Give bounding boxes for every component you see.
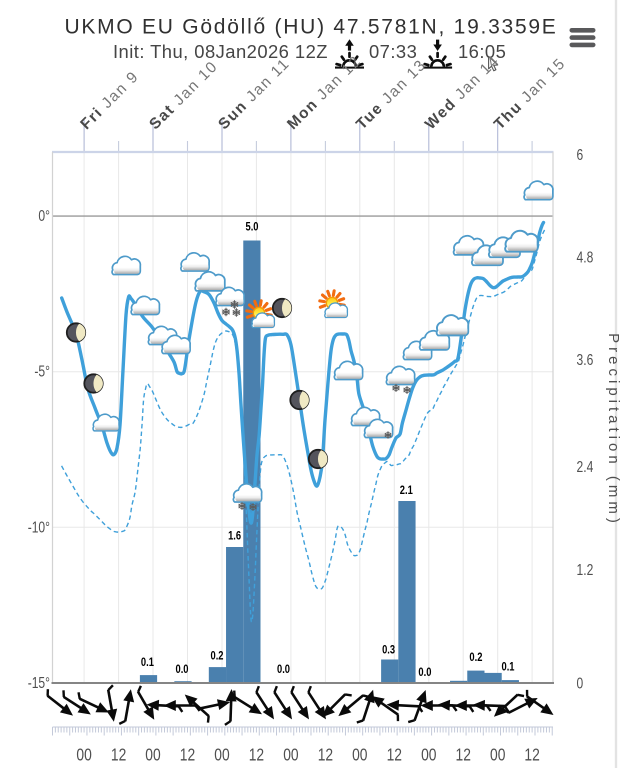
svg-text:5.0: 5.0 (246, 219, 259, 233)
svg-text:00: 00 (421, 745, 436, 765)
svg-text:-5°: -5° (34, 364, 50, 381)
svg-text:12: 12 (111, 745, 126, 765)
svg-text:16:05: 16:05 (458, 41, 506, 62)
svg-text:0.1: 0.1 (141, 655, 154, 669)
svg-text:0.2: 0.2 (469, 650, 482, 664)
svg-text:00: 00 (283, 745, 298, 765)
svg-text:00: 00 (352, 745, 367, 765)
svg-text:6: 6 (577, 147, 584, 164)
svg-text:0: 0 (577, 676, 584, 693)
svg-text:0.1: 0.1 (502, 659, 515, 673)
svg-text:12: 12 (456, 745, 471, 765)
svg-text:0.0: 0.0 (277, 662, 290, 676)
svg-text:1.6: 1.6 (228, 528, 241, 542)
svg-text:00: 00 (214, 745, 229, 765)
svg-text:4.8: 4.8 (577, 249, 594, 266)
svg-text:0.0: 0.0 (176, 662, 189, 676)
svg-text:00: 00 (145, 745, 160, 765)
svg-text:12: 12 (387, 745, 402, 765)
svg-text:Precipitation (mm): Precipitation (mm) (605, 333, 620, 527)
svg-text:00: 00 (490, 745, 505, 765)
svg-text:-10°: -10° (28, 519, 50, 536)
svg-text:3.6: 3.6 (577, 352, 594, 369)
svg-text:Init: Thu, 08Jan2026 12Z: Init: Thu, 08Jan2026 12Z (113, 41, 328, 62)
svg-text:0.0: 0.0 (418, 665, 431, 679)
svg-text:2.4: 2.4 (577, 459, 594, 476)
svg-text:00: 00 (76, 745, 91, 765)
svg-text:07:33: 07:33 (369, 41, 417, 62)
svg-text:UKMO EU Gödöllő (HU) 47.5781N,: UKMO EU Gödöllő (HU) 47.5781N, 19.3359E (64, 16, 557, 39)
svg-text:0.3: 0.3 (382, 642, 395, 656)
svg-text:2.1: 2.1 (400, 483, 413, 497)
svg-text:0°: 0° (38, 208, 50, 225)
svg-text:12: 12 (180, 745, 195, 765)
svg-text:0.2: 0.2 (211, 649, 224, 663)
svg-text:-15°: -15° (28, 675, 50, 692)
svg-text:12: 12 (524, 745, 539, 765)
svg-text:12: 12 (318, 745, 333, 765)
svg-text:1.2: 1.2 (577, 562, 594, 579)
svg-text:12: 12 (249, 745, 264, 765)
